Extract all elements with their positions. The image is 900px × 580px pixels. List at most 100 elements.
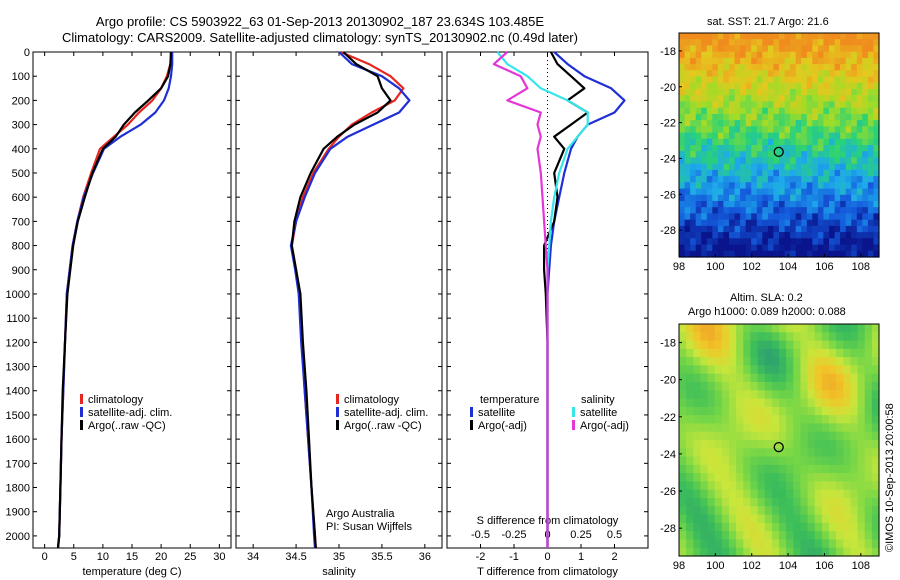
map-cell (806, 157, 813, 165)
map-cell (823, 33, 830, 40)
map-cell (821, 522, 830, 532)
map-cell (743, 547, 751, 557)
legend-swatch-s-satellite (572, 407, 575, 417)
legend-label-t-satellite: satellite (478, 407, 516, 419)
map-cell (736, 539, 744, 549)
map-cell (701, 169, 708, 177)
map-cell (695, 157, 702, 165)
map-cell (867, 82, 875, 90)
map-cell (821, 365, 830, 375)
map-cell (729, 473, 737, 482)
map-cell (862, 194, 869, 202)
map-cell (814, 473, 823, 482)
map-cell (795, 126, 802, 134)
map-cell (850, 506, 859, 516)
map-cell (856, 176, 863, 183)
map-cell (740, 33, 747, 40)
map-cell (779, 431, 787, 441)
map-cell (864, 531, 873, 540)
map-cell (740, 107, 747, 115)
map-cell (823, 244, 830, 252)
map-cell (834, 120, 841, 127)
map-x-tick-label: 98 (673, 560, 685, 572)
map-cell (750, 398, 759, 408)
map-cell (701, 70, 708, 78)
map-cell (686, 398, 694, 408)
map-x-tick-label: 100 (706, 560, 724, 572)
map-cell (717, 201, 725, 208)
map-cell (784, 182, 791, 190)
map-cell (706, 126, 713, 134)
map-cell (845, 238, 852, 246)
map-cell (743, 398, 751, 408)
map-cell (679, 373, 687, 383)
map-cell (807, 440, 816, 449)
map-cell (801, 101, 808, 109)
map-cell (786, 423, 794, 433)
map-cell (701, 64, 708, 71)
map-cell (729, 238, 736, 246)
map-cell (786, 390, 794, 400)
map-cell (845, 151, 852, 158)
map-cell (773, 157, 780, 165)
map-cell (807, 357, 816, 366)
map-cell (801, 151, 808, 158)
map-cell (714, 464, 723, 474)
map-cell (806, 238, 813, 246)
map-y-tick-label: -22 (660, 118, 676, 130)
map-cell (693, 539, 701, 549)
map-cell (762, 132, 769, 140)
map-cell (795, 176, 802, 183)
map-cell (695, 188, 702, 196)
map-cell (690, 101, 697, 109)
map-cell (686, 522, 694, 532)
map-cell (773, 126, 780, 134)
map-cell (743, 448, 751, 458)
map-cell (756, 176, 763, 183)
map-cell (773, 89, 780, 96)
map-cell (736, 373, 744, 383)
map-cell (801, 194, 808, 202)
map-cell (723, 225, 730, 233)
map-cell (721, 481, 730, 491)
map-cell (871, 506, 880, 516)
map-cell (690, 244, 697, 252)
map-cell (862, 157, 869, 165)
map-cell (795, 201, 802, 208)
map-cell (851, 201, 858, 208)
map-cell (762, 64, 769, 71)
map-cell (740, 157, 747, 165)
map-cell (771, 423, 780, 433)
map-cell (857, 340, 866, 350)
map-cell (756, 151, 763, 158)
map-cell (764, 324, 773, 333)
map-cell (729, 332, 737, 342)
map-cell (829, 163, 836, 171)
map-cell (745, 45, 752, 53)
map-cell (840, 213, 847, 221)
map-cell (723, 126, 730, 134)
map-cell (856, 45, 863, 53)
map-cell (856, 219, 863, 227)
map-cell (773, 182, 780, 190)
map-cell (773, 232, 780, 239)
map-cell (873, 194, 880, 202)
map-cell (845, 244, 852, 252)
map-cell (793, 348, 801, 358)
map-cell (812, 64, 819, 71)
map-cell (706, 39, 713, 46)
map-cell (701, 244, 708, 252)
map-cell (740, 76, 747, 84)
map-cell (757, 332, 766, 342)
map-cell (845, 45, 852, 53)
map-cell (693, 340, 701, 350)
map-cell (751, 151, 758, 158)
map-cell (800, 506, 809, 516)
map-cell (751, 126, 758, 134)
map-cell (834, 169, 841, 177)
map-cell (829, 498, 837, 507)
map-cell (729, 194, 736, 202)
map-cell (750, 406, 759, 416)
map-cell (779, 250, 786, 258)
map-cell (771, 398, 780, 408)
